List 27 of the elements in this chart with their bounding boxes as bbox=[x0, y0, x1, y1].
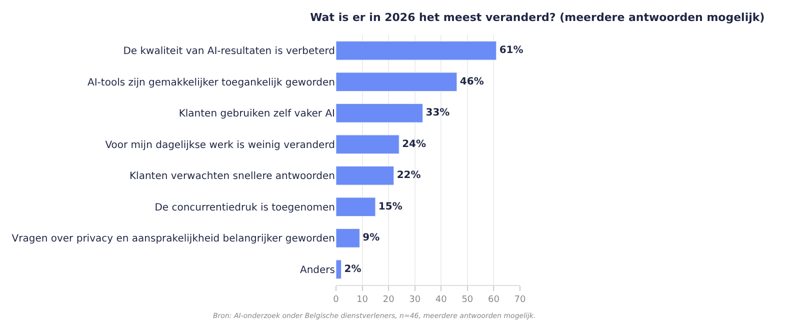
data-label: 22% bbox=[396, 170, 421, 182]
x-tick-label: 10 bbox=[356, 294, 368, 305]
chart-title: Wat is er in 2026 het meest veranderd? (meerdere antwoorden mogelijk) bbox=[310, 10, 765, 24]
data-label: 15% bbox=[378, 201, 402, 212]
data-label: 61% bbox=[499, 45, 524, 56]
y-tick-label: Vragen over privacy en aansprakelijkheid belangrijker geworden bbox=[12, 234, 335, 245]
data-label: 2% bbox=[344, 264, 362, 275]
data-label: 46% bbox=[460, 76, 484, 88]
x-tick-label: 40 bbox=[435, 294, 448, 305]
x-tick-label: 50 bbox=[462, 294, 474, 305]
y-tick-label: De kwaliteit van AI-resultaten is verbeterd bbox=[123, 46, 335, 58]
y-tick-label: Klanten verwachten snellere antwoorden bbox=[129, 171, 335, 182]
y-tick-label: AI-tools zijn gemakkelijker toegankelijk geworden bbox=[88, 77, 335, 88]
x-tick-label: 0 bbox=[333, 294, 340, 305]
x-tick-label: 30 bbox=[409, 294, 421, 305]
x-tick-label: 20 bbox=[382, 294, 395, 305]
data-label: 9% bbox=[362, 232, 380, 244]
y-tick-label: Voor mijn dagelijkse werk is weinig veranderd bbox=[105, 140, 335, 151]
bar bbox=[336, 260, 342, 279]
data-label: 33% bbox=[426, 108, 450, 119]
bar bbox=[336, 228, 360, 248]
x-tick-label: 60 bbox=[488, 294, 500, 305]
data-label: 24% bbox=[402, 138, 426, 150]
y-tick-label: De concurrentiedruk is toegenomen bbox=[154, 202, 335, 214]
y-tick-label: Klanten gebruiken zelf vaker AI bbox=[178, 108, 335, 120]
y-tick-label: Anders bbox=[300, 264, 335, 276]
x-tick-label: 70 bbox=[514, 294, 526, 305]
